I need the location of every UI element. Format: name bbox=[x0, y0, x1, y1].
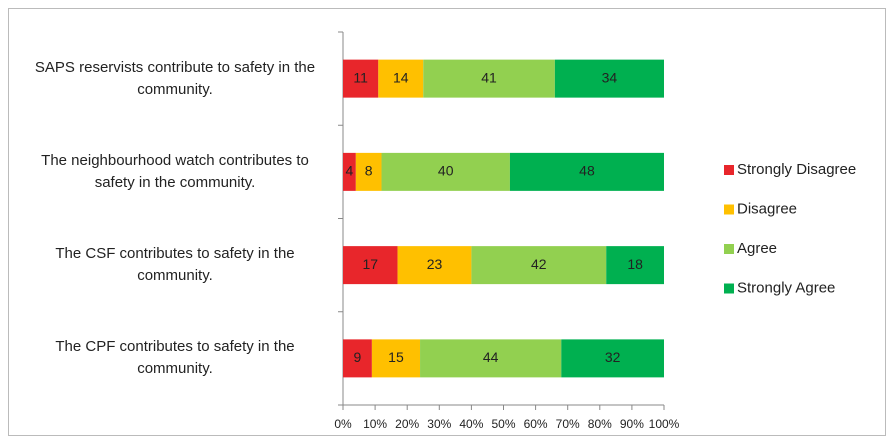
legend-swatch bbox=[724, 165, 734, 175]
data-label: 8 bbox=[365, 163, 373, 179]
y-tick-label: The neighbourhood watch contributes to s… bbox=[41, 151, 309, 191]
y-tick-label: SAPS reservists contribute to safety in … bbox=[34, 58, 316, 98]
data-label: 23 bbox=[427, 256, 443, 272]
data-label: 9 bbox=[354, 349, 362, 365]
bar-segment bbox=[355, 152, 382, 191]
x-tick-label: 50% bbox=[491, 417, 515, 431]
bar-segment bbox=[509, 152, 664, 191]
bar-segment bbox=[423, 59, 555, 98]
x-tick-label: 100% bbox=[649, 417, 680, 431]
data-label: 15 bbox=[388, 349, 404, 365]
legend-label: Strongly Disagree bbox=[737, 161, 856, 178]
data-label: 18 bbox=[627, 256, 643, 272]
legend-label: Disagree bbox=[737, 200, 797, 217]
x-tick-label: 80% bbox=[588, 417, 612, 431]
bar-segment bbox=[371, 339, 421, 378]
data-label: 48 bbox=[579, 163, 595, 179]
x-tick-label: 0% bbox=[334, 417, 352, 431]
bar-segment bbox=[606, 246, 664, 285]
x-tick-label: 70% bbox=[556, 417, 580, 431]
data-label: 11 bbox=[353, 69, 368, 85]
data-label: 40 bbox=[438, 163, 454, 179]
bar-segment bbox=[343, 59, 379, 98]
legend-swatch bbox=[724, 204, 734, 215]
data-label: 34 bbox=[602, 69, 618, 85]
bar-segment bbox=[397, 246, 472, 285]
data-label: 42 bbox=[531, 256, 547, 272]
data-label: 17 bbox=[362, 256, 378, 272]
x-tick-label: 60% bbox=[524, 417, 548, 431]
x-tick-label: 30% bbox=[427, 417, 451, 431]
chart-border bbox=[8, 8, 886, 436]
data-label: 32 bbox=[605, 349, 621, 365]
bar-segment bbox=[561, 339, 664, 378]
bar-segment bbox=[343, 152, 356, 191]
x-tick-label: 10% bbox=[363, 417, 387, 431]
legend-swatch bbox=[724, 283, 734, 294]
x-tick-label: 40% bbox=[459, 417, 483, 431]
data-label: 4 bbox=[346, 163, 354, 179]
data-label: 14 bbox=[393, 69, 409, 85]
y-tick-label: The CSF contributes to safety in the com… bbox=[55, 245, 295, 285]
bar-segment bbox=[554, 59, 664, 98]
bar-segment bbox=[420, 339, 562, 378]
x-tick-label: 20% bbox=[395, 417, 419, 431]
data-label: 44 bbox=[483, 349, 499, 365]
bar-segment bbox=[378, 59, 424, 98]
legend-swatch bbox=[724, 244, 734, 254]
legend-label: Strongly Agree bbox=[737, 279, 835, 296]
bar-segment bbox=[343, 246, 398, 285]
x-tick-label: 90% bbox=[620, 417, 644, 431]
data-label: 41 bbox=[481, 69, 497, 85]
bar-segment bbox=[471, 246, 607, 285]
legend-label: Agree bbox=[737, 240, 777, 257]
y-tick-label: The CPF contributes to safety in the com… bbox=[55, 338, 295, 378]
bar-segment bbox=[343, 339, 372, 378]
bar-segment bbox=[381, 152, 510, 191]
